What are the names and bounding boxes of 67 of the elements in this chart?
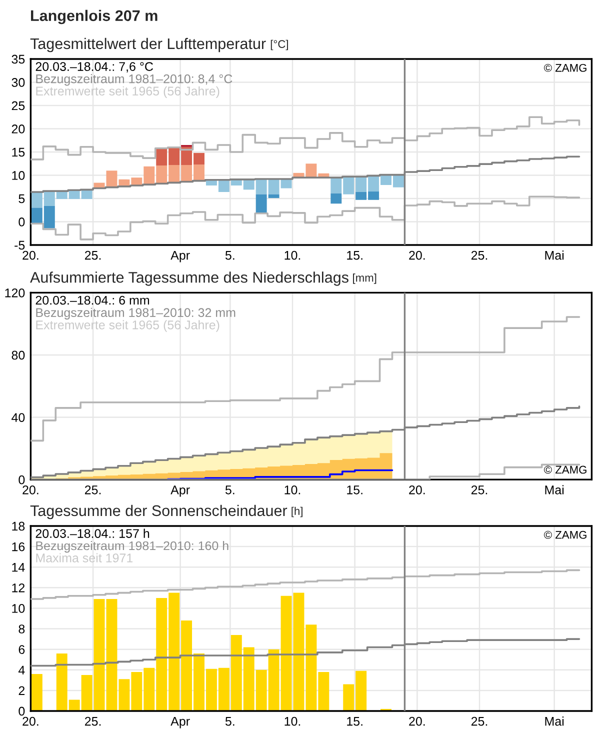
x-tick-label: 5.: [225, 251, 234, 260]
y-tick-label: 8: [18, 624, 25, 634]
y-axis-title: [°C]: [270, 40, 288, 50]
chart-title: Tagessumme der Sonnenscheindauer: [30, 504, 288, 520]
x-tick-label: Apr: [170, 717, 190, 728]
annotation: Bezugszeitraum 1981–2010: 8,4 °C: [36, 74, 232, 86]
x-tick-label: 25.: [471, 485, 488, 494]
x-tick-label: 20.: [22, 716, 38, 726]
x-tick-label: 20.: [22, 250, 38, 260]
y-tick-label: 35: [12, 54, 25, 64]
bar: [31, 674, 42, 711]
x-tick-label: 15.: [347, 486, 362, 494]
annotation: 20.03.–18.04.: 157 h: [36, 528, 150, 538]
x-tick-label: 10.: [284, 250, 300, 260]
x-tick-label: 25.: [471, 250, 488, 260]
y-tick-label: 14: [12, 563, 25, 572]
x-tick-label: 5.: [225, 486, 234, 494]
x-tick-label: 20.: [409, 250, 425, 260]
annotation: Bezugszeitraum 1981–2010: 32 mm: [36, 308, 236, 320]
annotation: © ZAMG: [544, 530, 586, 539]
x-tick-label: 25.: [471, 716, 488, 726]
y-tick-label: 0: [18, 706, 25, 716]
x-tick-label: 15.: [347, 251, 362, 260]
annotation: 20.03.–18.04.: 6 mm: [36, 296, 150, 305]
y-tick-label: 25: [12, 101, 25, 110]
x-tick-label: 10.: [284, 716, 300, 726]
x-tick-label: 20.: [409, 716, 425, 726]
y-tick-label: 120: [5, 288, 25, 298]
y-tick-label: 30: [12, 78, 25, 87]
y-tick-label: 6: [18, 645, 25, 654]
chart-subtitle: Tagesmittelwert der Lufttemperatur: [30, 38, 266, 52]
x-tick-label: 10.: [284, 485, 300, 494]
y-axis-title: [h]: [292, 506, 302, 518]
chart-title: Aufsummierte Tagessumme des Niederschlags: [30, 272, 348, 286]
x-tick-label: Mai: [545, 485, 564, 494]
y-tick-label: 2: [18, 686, 25, 695]
y-tick-label: 10: [12, 604, 25, 613]
annotation: © ZAMG: [544, 466, 586, 474]
y-tick-label: 10: [12, 171, 25, 180]
y-tick-label: 0: [18, 218, 25, 226]
y-tick-label: -5: [14, 240, 25, 250]
y-tick-label: 16: [12, 542, 25, 552]
x-tick-label: 20.: [409, 485, 425, 494]
y-tick-label: 18: [12, 522, 25, 531]
y-axis-title: [mm]: [353, 274, 376, 284]
annotation: © ZAMG: [544, 64, 586, 72]
y-tick-label: 80: [12, 350, 25, 360]
x-tick-label: 5.: [225, 717, 234, 726]
y-tick-label: 5: [18, 194, 25, 204]
y-tick-label: 0: [18, 475, 25, 484]
y-tick-label: 4: [18, 666, 25, 674]
x-tick-label: Apr: [170, 486, 190, 497]
x-tick-label: 15.: [347, 717, 362, 726]
annotation: Bezugszeitraum 1981–2010: 160 h: [36, 540, 228, 553]
x-tick-label: Apr: [170, 251, 190, 262]
annotation: 20.03.–18.04.: 7,6 °C: [36, 62, 153, 72]
chart-title: Langenlois 207 m: [31, 10, 158, 24]
x-tick-label: 25.: [84, 250, 101, 260]
y-tick-label: 12: [12, 583, 25, 592]
y-tick-label: 20: [12, 124, 25, 134]
x-tick-label: 25.: [84, 716, 101, 726]
y-tick-label: 15: [12, 148, 25, 157]
x-tick-label: Mai: [545, 716, 564, 726]
x-tick-label: 20.: [22, 485, 38, 494]
x-tick-label: Mai: [545, 250, 564, 260]
y-tick-label: 40: [12, 413, 25, 422]
x-tick-label: 25.: [84, 485, 101, 494]
